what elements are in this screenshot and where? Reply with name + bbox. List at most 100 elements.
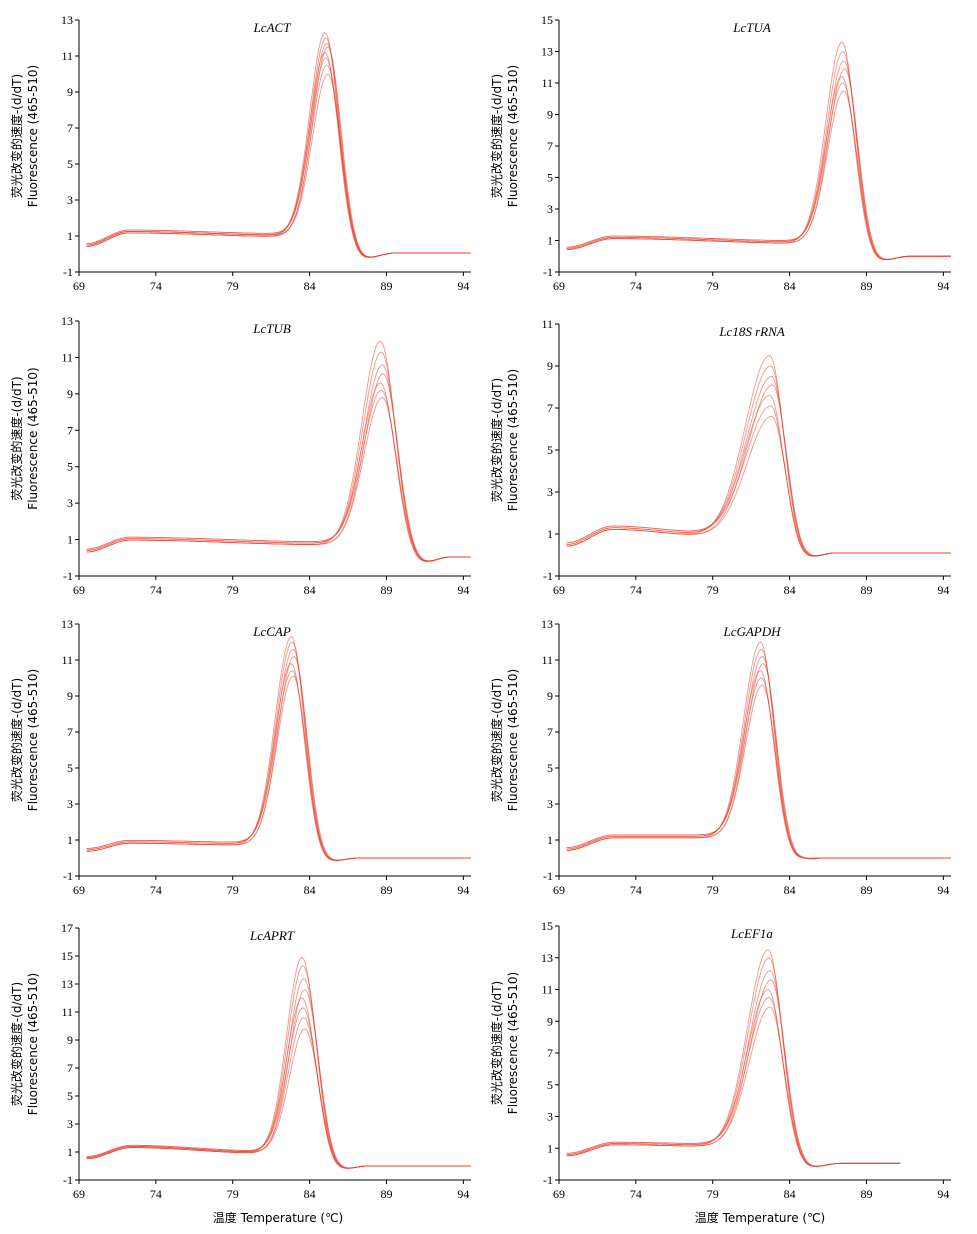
x-tick-label: 94 [937, 583, 949, 597]
x-tick-label: 89 [380, 279, 392, 293]
melt-curve-series-4 [566, 663, 951, 859]
melt-curve-series-7 [566, 1006, 901, 1167]
melt-curve-series-4 [86, 46, 471, 258]
x-tick-label: 79 [707, 1187, 719, 1201]
y-tick-label: 15 [541, 919, 553, 933]
y-axis-label-en: Fluorescence (465-510) [26, 973, 40, 1115]
y-tick-label: 13 [541, 45, 553, 59]
y-tick-label: 1 [67, 533, 73, 547]
x-tick-label: 84 [304, 279, 316, 293]
y-tick-label: 11 [61, 653, 73, 667]
x-tick-label: 74 [150, 583, 162, 597]
x-tick-label: 74 [630, 583, 642, 597]
y-tick-label: 5 [547, 171, 553, 185]
x-tick-label: 79 [707, 583, 719, 597]
panel-title: LcEF1a [730, 926, 773, 941]
y-tick-label: 11 [61, 350, 73, 364]
melt-curve-series-5 [86, 382, 471, 562]
melt-curve-series-4 [86, 989, 471, 1169]
x-tick-label: 89 [860, 883, 872, 897]
x-tick-label: 79 [707, 883, 719, 897]
y-tick-label: 9 [67, 85, 73, 99]
y-tick-label: 5 [547, 443, 553, 457]
panel-title: LcCAP [252, 624, 291, 639]
y-tick-label: 5 [67, 460, 73, 474]
y-tick-label: 1 [547, 234, 553, 248]
y-axis-label-en: Fluorescence (465-510) [26, 669, 40, 811]
x-tick-label: 94 [937, 279, 949, 293]
y-axis-label-cn: 荧光改变的速度-(d/dT) [489, 678, 504, 802]
y-tick-label: 5 [547, 1078, 553, 1092]
melt-curve-series-6 [566, 82, 951, 261]
y-tick-label: 1 [547, 1141, 553, 1155]
melt-curve-series-2 [566, 51, 951, 260]
melt-curve-series-7 [86, 64, 471, 258]
x-tick-label: 74 [630, 883, 642, 897]
melt-curve-series-5 [86, 997, 471, 1169]
x-tick-label: 94 [457, 883, 469, 897]
melt-curve-series-3 [566, 970, 901, 1167]
melt-curve-series-1 [86, 636, 471, 861]
panel-title: Lc18S rRNA [718, 324, 784, 339]
x-tick-label: 84 [784, 279, 796, 293]
x-tick-label: 89 [380, 1187, 392, 1201]
y-tick-label: 7 [547, 139, 553, 153]
y-tick-label: 3 [547, 202, 553, 216]
y-tick-label: 1 [547, 527, 553, 541]
y-tick-label: 11 [61, 1005, 73, 1019]
x-tick-label: 94 [457, 1187, 469, 1201]
y-tick-label: 11 [541, 653, 553, 667]
y-tick-label: 13 [61, 13, 73, 27]
y-tick-label: 3 [67, 193, 73, 207]
melt-curve-series-5 [566, 670, 951, 859]
melt-curve-series-2 [566, 365, 951, 557]
melt-curve-series-5 [566, 989, 901, 1167]
melt-curve-series-7 [566, 684, 951, 859]
melt-curve-series-6 [86, 389, 471, 562]
panel-title: LcTUA [732, 20, 771, 35]
x-tick-label: 69 [73, 583, 85, 597]
melt-curve-series-4 [86, 373, 471, 562]
melt-curve-series-1 [566, 41, 951, 261]
y-tick-label: -1 [543, 869, 553, 883]
y-tick-label: 7 [67, 725, 73, 739]
melt-curve-series-3 [86, 977, 471, 1169]
melt-curve-series-6 [566, 677, 951, 859]
x-tick-label: 79 [227, 1187, 239, 1201]
y-tick-label: 9 [547, 1014, 553, 1028]
x-tick-label: 94 [457, 583, 469, 597]
x-tick-label: 89 [380, 583, 392, 597]
y-tick-label: 3 [547, 1110, 553, 1124]
y-tick-label: -1 [63, 869, 73, 883]
melt-curve-series-1 [566, 641, 951, 859]
melt-curve-series-2 [86, 37, 471, 258]
y-tick-label: 13 [61, 617, 73, 631]
y-tick-label: 5 [547, 761, 553, 775]
melt-curve-series-6 [86, 57, 471, 258]
x-tick-label: 89 [860, 583, 872, 597]
y-tick-label: 5 [67, 1089, 73, 1103]
x-tick-label: 89 [380, 883, 392, 897]
x-tick-label: 89 [860, 1187, 872, 1201]
x-tick-label: 79 [227, 279, 239, 293]
panel-title: LcAPRT [249, 928, 295, 943]
melt-curve-series-3 [566, 376, 951, 557]
y-tick-label: 5 [67, 157, 73, 171]
y-tick-label: -1 [543, 569, 553, 583]
melt-curve-series-6 [566, 405, 951, 557]
x-tick-label: 89 [860, 279, 872, 293]
y-tick-label: 1 [67, 229, 73, 243]
y-tick-label: 1 [547, 833, 553, 847]
y-axis-label-cn: 荧光改变的速度-(d/dT) [9, 376, 24, 500]
x-tick-label: 69 [553, 1187, 565, 1201]
x-tick-label: 84 [304, 583, 316, 597]
x-axis-label-right: 温度 Temperature (℃) [695, 1210, 825, 1225]
y-tick-label: -1 [543, 1173, 553, 1187]
y-tick-label: 7 [67, 423, 73, 437]
x-tick-label: 69 [553, 279, 565, 293]
